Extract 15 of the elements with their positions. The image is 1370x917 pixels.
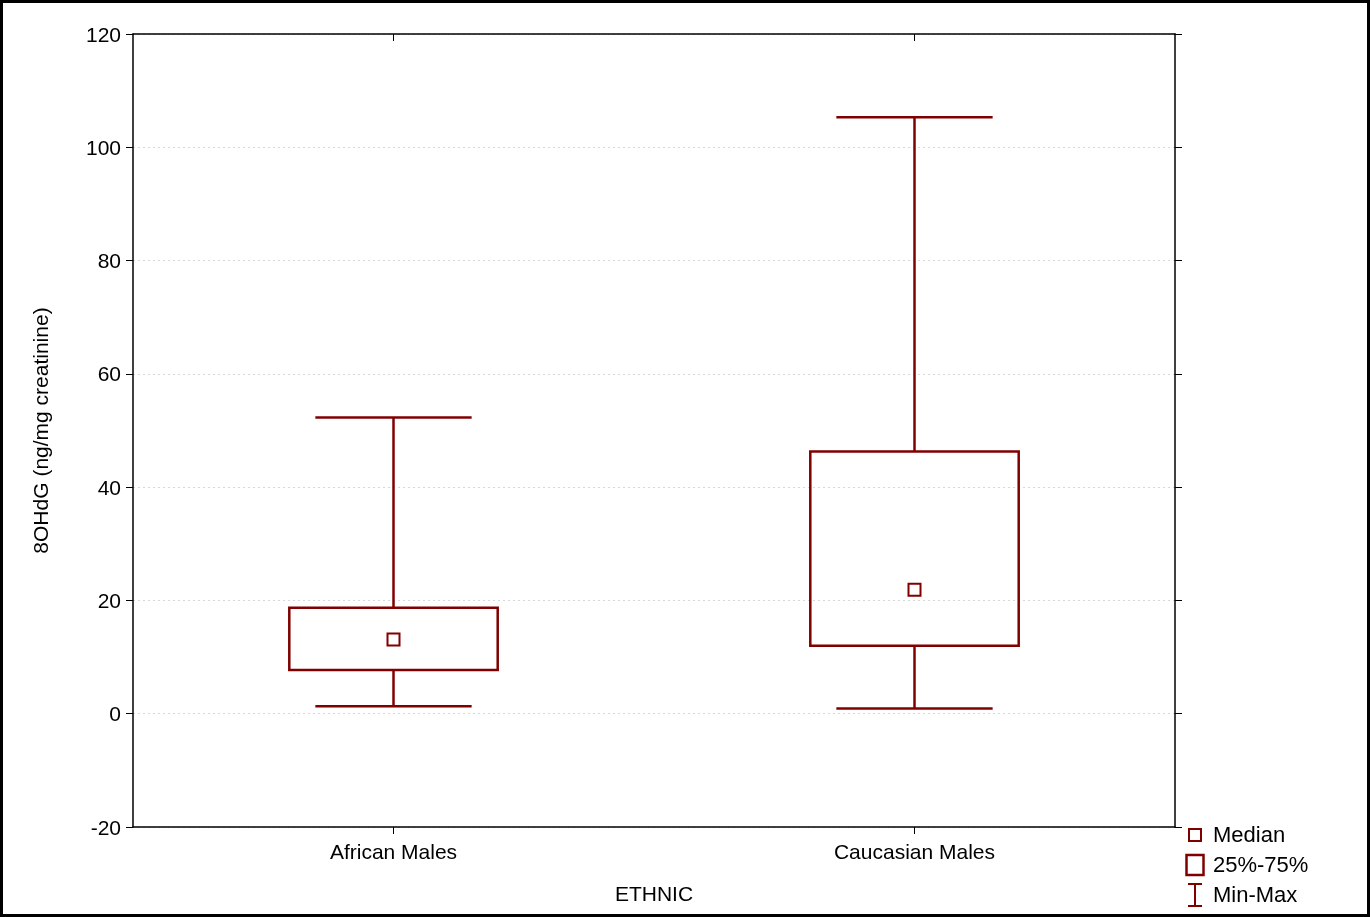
y-tick-label: -20 <box>90 815 121 839</box>
x-tick-label: African Males <box>329 840 458 863</box>
y-tick-label: 60 <box>97 362 121 386</box>
text: Min-Max <box>1213 882 1298 908</box>
text: Median <box>1213 822 1286 848</box>
x-axis-title: ETHNIC <box>614 882 694 905</box>
y-tick-label: 120 <box>85 22 121 46</box>
y-tick-label: 100 <box>85 135 121 159</box>
y-axis-title: 8OHdG (ng/mg creatinine) <box>29 307 52 554</box>
y-tick-label: 20 <box>97 588 121 612</box>
y-tick-label: 80 <box>97 249 121 273</box>
y-tick-label: 0 <box>109 702 121 726</box>
y-tick-label: 40 <box>97 475 121 499</box>
text: 25%-75% <box>1213 852 1309 878</box>
x-tick-label: Caucasian Males <box>833 840 996 863</box>
